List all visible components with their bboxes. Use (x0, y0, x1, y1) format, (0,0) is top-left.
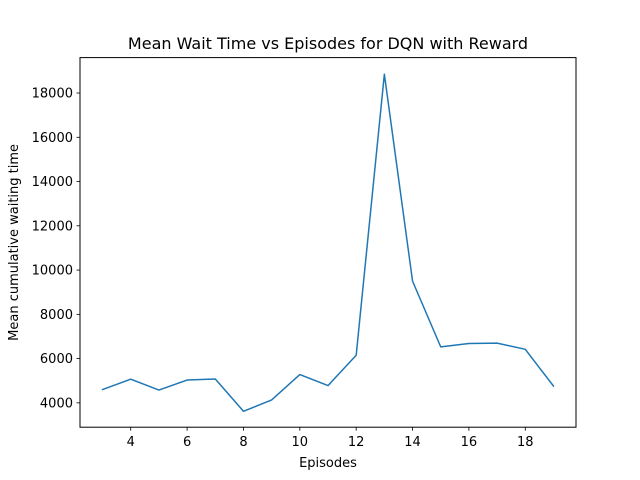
data-point (102, 389, 104, 391)
x-tick-label: 6 (183, 435, 191, 450)
data-point (355, 354, 357, 356)
x-tick-label: 16 (461, 435, 478, 450)
data-point (440, 346, 442, 348)
y-tick-label: 16000 (32, 131, 73, 146)
y-tick-label: 6000 (40, 352, 73, 367)
data-point (299, 374, 301, 376)
y-axis-label: Mean cumulative waiting time (7, 144, 22, 341)
data-point (524, 348, 526, 350)
data-point (553, 385, 555, 387)
x-tick-label: 4 (127, 435, 135, 450)
data-point (468, 343, 470, 345)
data-point (243, 410, 245, 412)
x-tick-label: 8 (239, 435, 247, 450)
data-point (327, 385, 329, 387)
data-point (186, 379, 188, 381)
y-tick-label: 18000 (32, 87, 73, 102)
data-point (130, 378, 132, 380)
y-tick-label: 4000 (40, 396, 73, 411)
chart-title: Mean Wait Time vs Episodes for DQN with … (128, 34, 528, 53)
data-point (412, 280, 414, 282)
x-tick-label: 14 (404, 435, 421, 450)
series-line (101, 73, 555, 413)
data-point (383, 73, 385, 75)
x-tick-label: 10 (292, 435, 309, 450)
plot-area (101, 73, 555, 413)
x-axis: 4 6 8 10 12 14 16 18 (127, 427, 534, 450)
plot-frame (79, 57, 577, 428)
y-tick-label: 8000 (40, 308, 73, 323)
y-axis: 4000 6000 8000 10000 12000 14000 16000 18000 (32, 87, 80, 411)
y-tick-label: 12000 (32, 219, 73, 234)
data-point (496, 342, 498, 344)
y-tick-label: 10000 (32, 264, 73, 279)
y-tick-label: 14000 (32, 175, 73, 190)
data-point (271, 399, 273, 401)
data-point (158, 389, 160, 391)
x-tick-label: 18 (517, 435, 534, 450)
x-axis-label: Episodes (299, 456, 357, 471)
data-point (214, 378, 216, 380)
x-tick-label: 12 (348, 435, 365, 450)
